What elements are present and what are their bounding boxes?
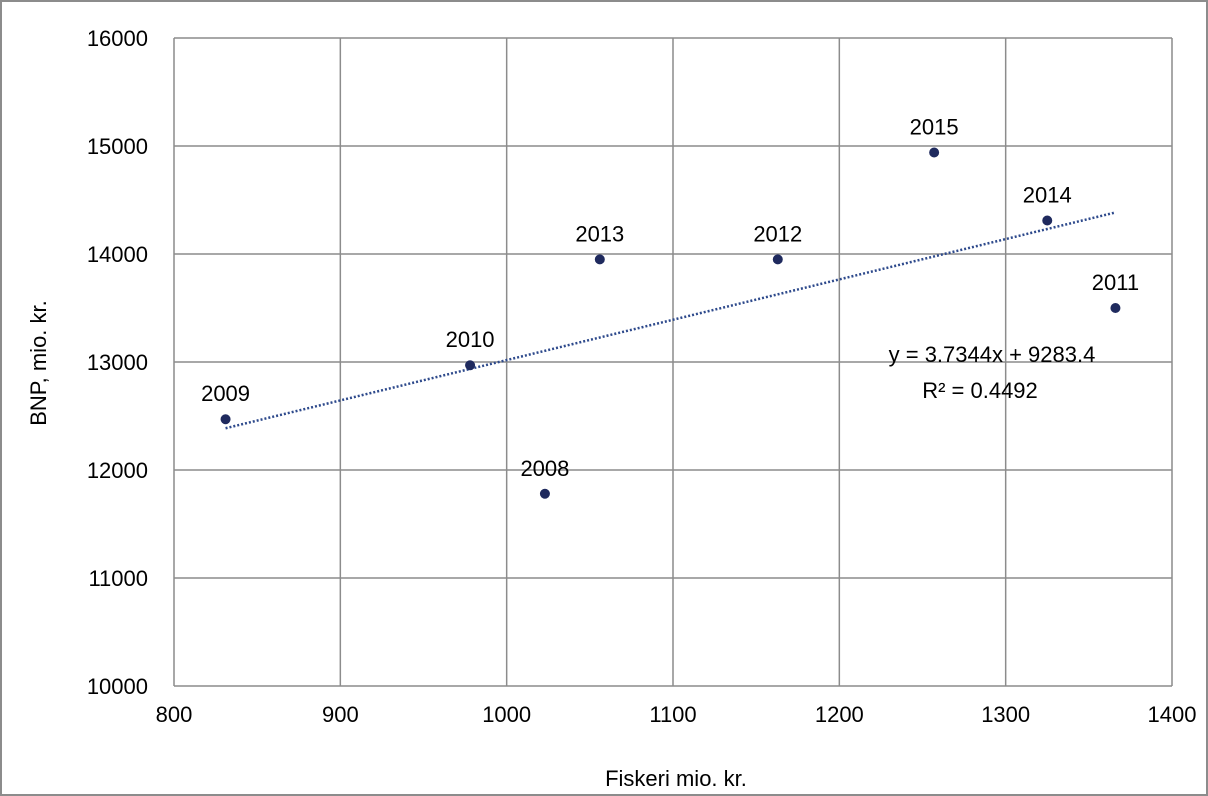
trendline-equation: y = 3.7344x + 9283.4 (889, 342, 1096, 367)
y-tick-label: 11000 (88, 566, 148, 591)
y-tick-label: 14000 (87, 242, 148, 267)
point-label: 2009 (201, 381, 250, 406)
x-tick-label: 1000 (482, 702, 531, 727)
data-point (465, 360, 476, 371)
data-point (220, 414, 231, 425)
y-axis-title: BNP, mio. kr. (26, 300, 51, 426)
data-point (772, 254, 783, 265)
x-tick-label: 900 (322, 702, 359, 727)
x-tick-label: 1200 (815, 702, 864, 727)
data-point (929, 147, 940, 158)
y-tick-label: 13000 (87, 350, 148, 375)
x-tick-label: 1300 (981, 702, 1030, 727)
x-tick-label: 1400 (1148, 702, 1197, 727)
point-label: 2010 (446, 327, 495, 352)
point-label: 2013 (575, 221, 624, 246)
y-tick-label: 16000 (87, 26, 148, 51)
grid-lines (173, 37, 1173, 687)
point-label: 2014 (1023, 183, 1072, 208)
data-point (539, 488, 550, 499)
point-label: 2011 (1092, 270, 1139, 295)
data-points (220, 147, 1121, 499)
point-label: 2015 (910, 114, 959, 139)
data-point (1042, 215, 1053, 226)
data-point (594, 254, 605, 265)
y-tick-label: 10000 (87, 674, 148, 699)
point-labels: 2008 2009 2010 2011 2012 2013 2014 2015 (201, 114, 1139, 480)
x-axis-title: Fiskeri mio. kr. (605, 766, 747, 791)
trendline-group (225, 211, 1116, 430)
r-squared-label: R² = 0.4492 (922, 378, 1038, 403)
point-label: 2008 (520, 456, 569, 481)
trendline (225, 211, 1116, 430)
y-tick-label: 12000 (87, 458, 148, 483)
y-tick-label: 15000 (87, 134, 148, 159)
tick-labels: 800 900 1000 1100 1200 1300 1400 10000 11000 1200… (87, 26, 1197, 727)
point-label: 2012 (753, 221, 802, 246)
x-tick-label: 1100 (649, 702, 696, 727)
x-tick-label: 800 (156, 702, 193, 727)
data-point (1110, 303, 1121, 313)
